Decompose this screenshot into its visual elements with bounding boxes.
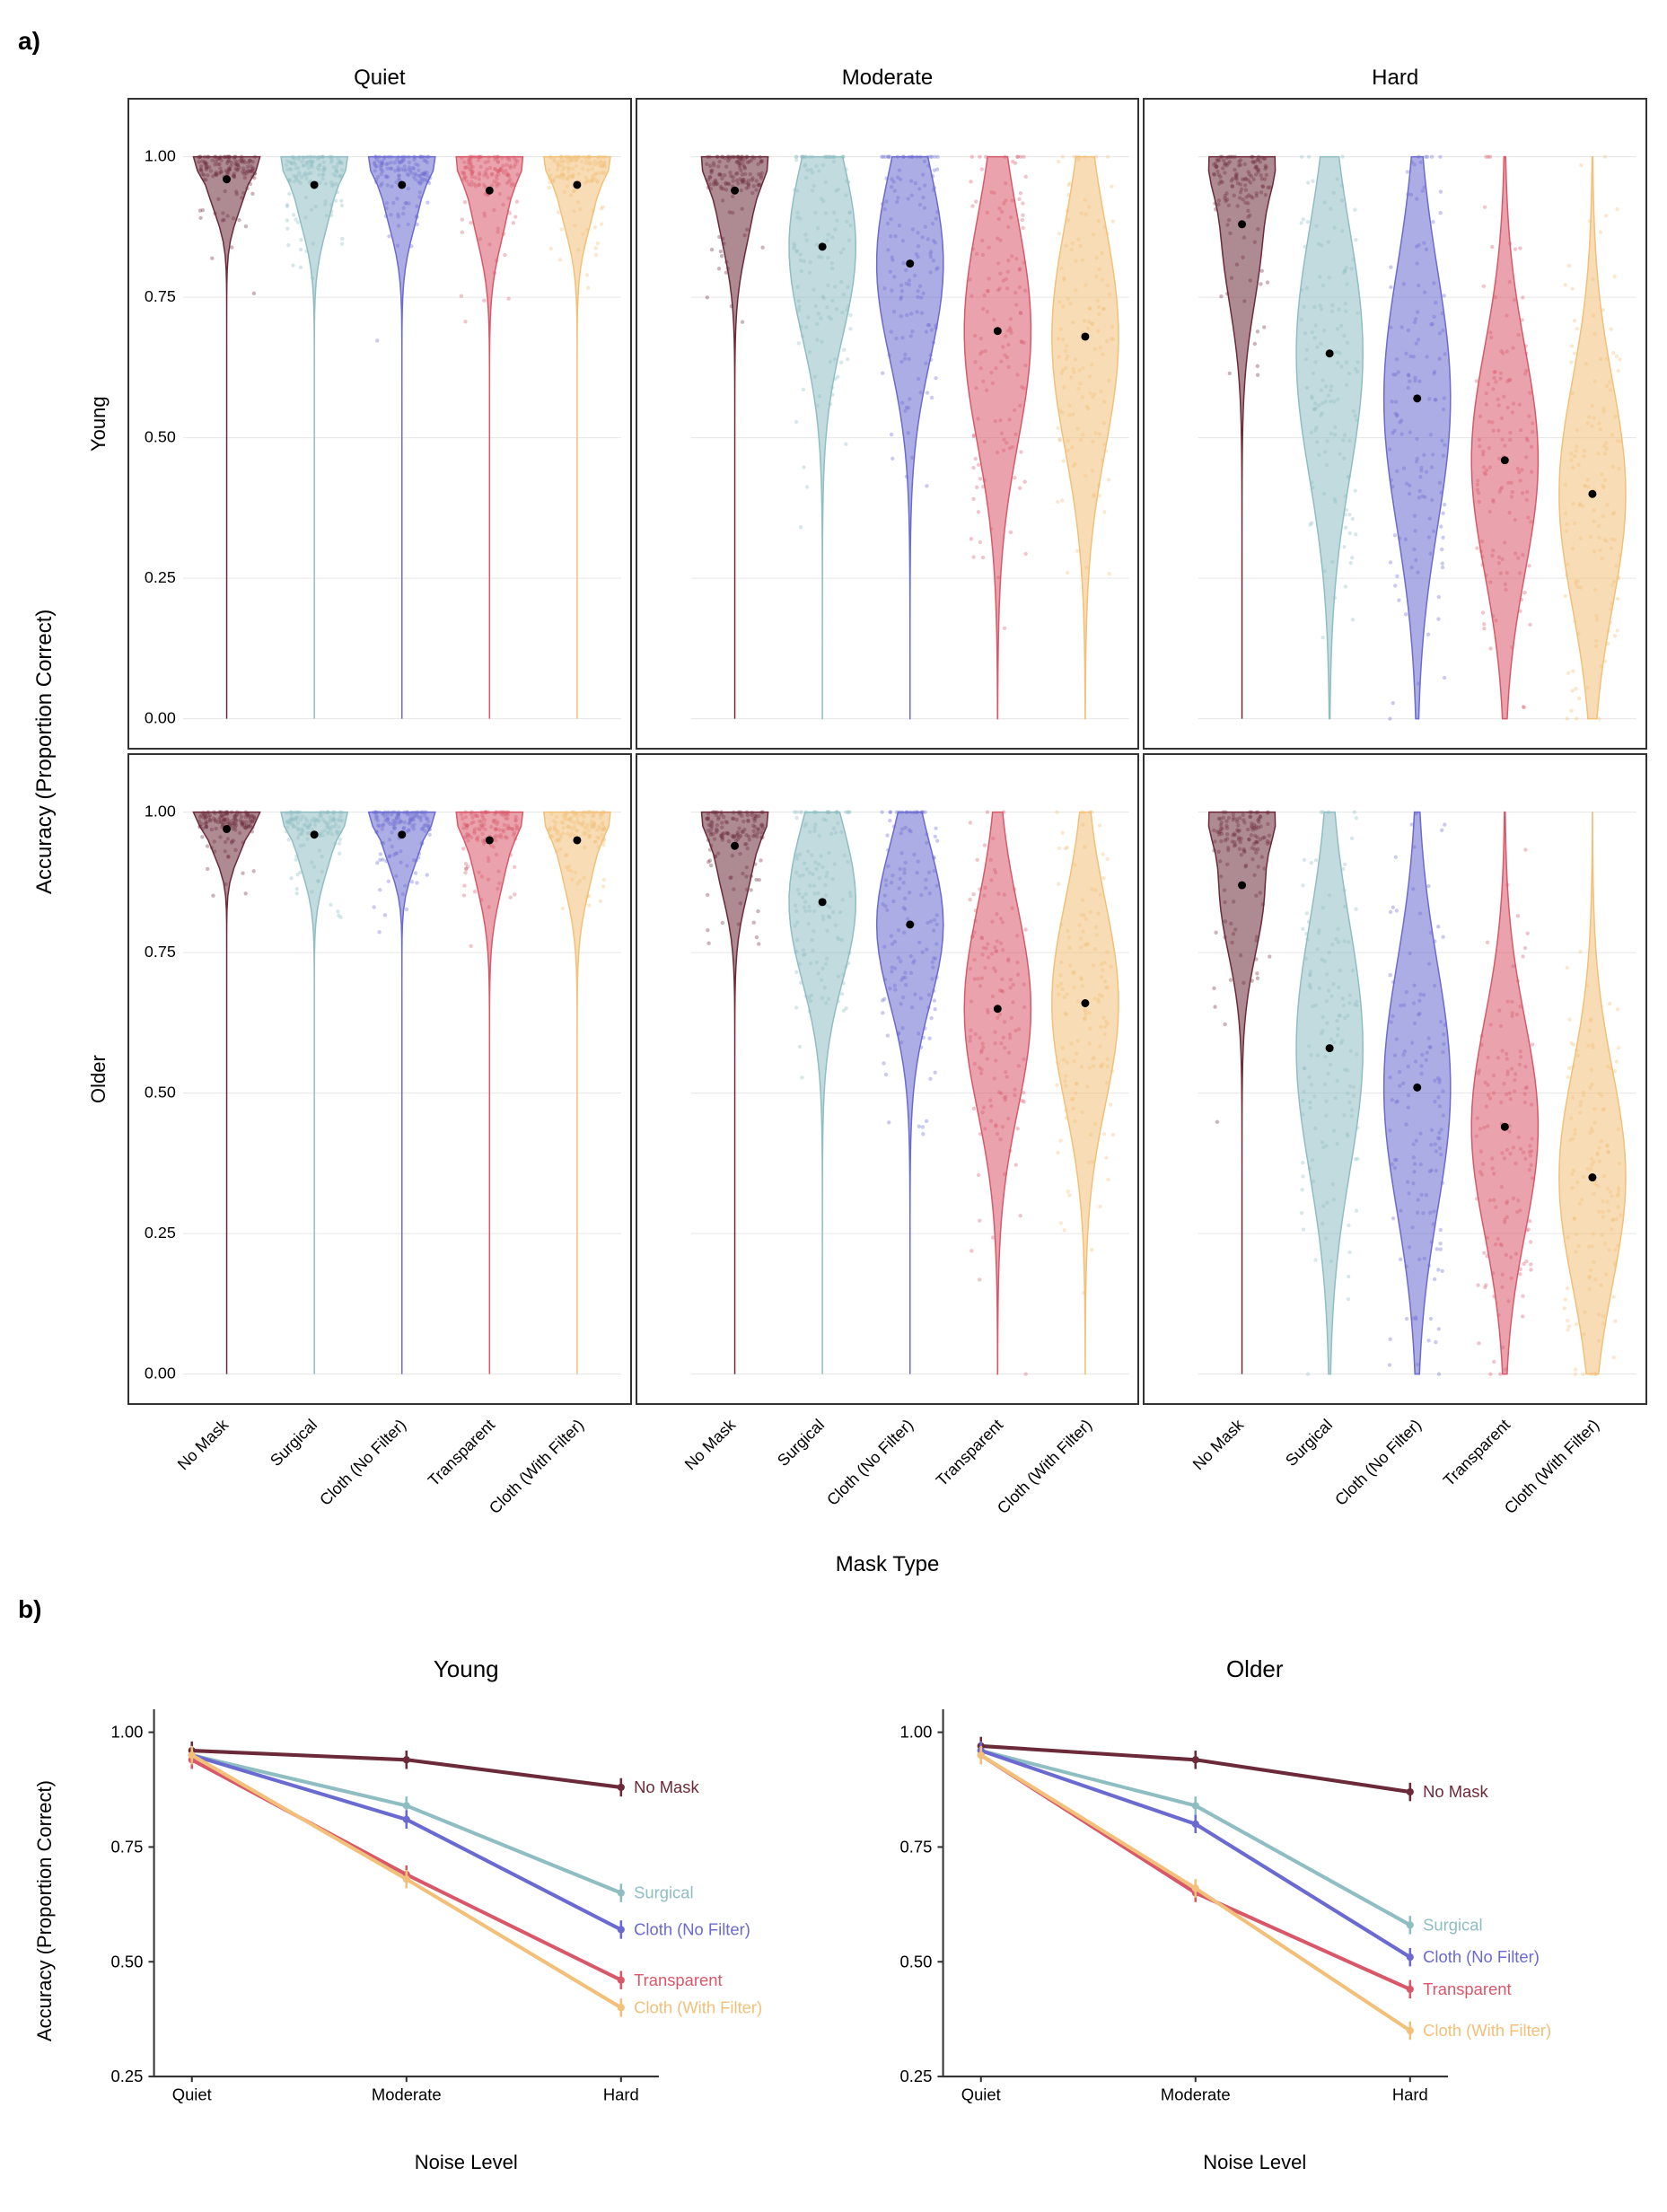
series-line	[980, 1755, 1409, 1989]
series-line	[192, 1755, 621, 1929]
svg-text:Hard: Hard	[1391, 2085, 1427, 2104]
svg-text:0.75: 0.75	[145, 287, 176, 305]
svg-text:1.00: 1.00	[145, 147, 176, 165]
x-tick-label: Transparent	[1440, 1416, 1514, 1490]
svg-text:0.50: 0.50	[145, 1084, 176, 1102]
svg-text:0.25: 0.25	[145, 568, 176, 586]
svg-text:0.75: 0.75	[145, 943, 176, 961]
col-header-young: Young	[72, 1651, 861, 1687]
x-tick-label: No Mask	[1189, 1416, 1248, 1474]
x-tick-label: No Mask	[681, 1416, 740, 1474]
svg-text:0.00: 0.00	[145, 1365, 176, 1382]
line-chart: 0.25 0.50 0.75 1.00 Quiet Moderate Hard No Mask…	[90, 1687, 843, 2136]
svg-text:0.75: 0.75	[899, 1838, 932, 1856]
svg-text:Moderate: Moderate	[1160, 2085, 1230, 2104]
svg-text:1.00: 1.00	[111, 1723, 144, 1742]
row-header-older: Older	[72, 751, 126, 1407]
violin-cell	[1143, 98, 1647, 750]
series-label: Cloth (No Filter)	[634, 1920, 750, 1939]
col-header-quiet: Quiet	[126, 60, 634, 96]
x-tick-label: Cloth (With Filter)	[994, 1416, 1096, 1518]
svg-text:0.00: 0.00	[145, 709, 176, 727]
panel-a: QuietModerateHard Accuracy (Proportion Co…	[18, 60, 1649, 1586]
violin	[1472, 812, 1539, 1374]
svg-text:Quiet: Quiet	[961, 2085, 1000, 2104]
x-tick-label: Cloth (With Filter)	[486, 1416, 588, 1518]
x-tick-label: Surgical	[267, 1416, 321, 1470]
svg-text:0.50: 0.50	[899, 1952, 932, 1971]
figure: a) QuietModerateHardAccuracy (Proportion…	[18, 27, 1649, 2190]
svg-text:1.00: 1.00	[899, 1723, 932, 1742]
series-label: No Mask	[1423, 1782, 1488, 1801]
violin-cell: 0.00 0.25 0.50 0.75 1.00	[127, 753, 632, 1405]
x-axis-label: Noise Level	[72, 2136, 861, 2190]
series-label: Transparent	[1423, 1979, 1511, 1998]
series-label: Surgical	[1423, 1915, 1482, 1934]
x-tick-label: Cloth (No Filter)	[824, 1416, 918, 1510]
series-label: No Mask	[634, 1778, 699, 1796]
series-label: Cloth (With Filter)	[634, 1998, 762, 2017]
violin-cell	[636, 98, 1140, 750]
x-tick-label: Surgical	[774, 1416, 829, 1470]
series-label: Transparent	[634, 1971, 722, 1989]
col-header-moderate: Moderate	[634, 60, 1142, 96]
x-tick-label: Transparent	[425, 1416, 499, 1490]
svg-text:Moderate: Moderate	[372, 2085, 442, 2104]
row-header-young: Young	[72, 96, 126, 751]
y-axis-label: Accuracy (Proportion Correct)	[18, 96, 72, 1407]
violin-cell	[636, 753, 1140, 1405]
svg-text:0.25: 0.25	[145, 1224, 176, 1242]
line-chart: 0.25 0.50 0.75 1.00 Quiet Moderate Hard No Mask…	[879, 1687, 1632, 2136]
violin	[1384, 812, 1451, 1374]
svg-text:0.25: 0.25	[111, 2067, 144, 2085]
svg-text:0.25: 0.25	[899, 2067, 932, 2085]
x-tick-label: Cloth (No Filter)	[1331, 1416, 1426, 1510]
panel-b: YoungOlder Accuracy (Proportion Correct) 0…	[18, 1651, 1649, 2190]
violin-cell	[1143, 753, 1647, 1405]
svg-text:Hard: Hard	[603, 2085, 639, 2104]
series-label: Cloth (No Filter)	[1423, 1947, 1540, 1966]
panel-b-label: b)	[18, 1595, 1649, 1624]
violin	[1559, 812, 1626, 1374]
svg-text:0.75: 0.75	[111, 1838, 144, 1856]
x-tick-label: Surgical	[1282, 1416, 1337, 1470]
x-tick-label: Cloth (With Filter)	[1501, 1416, 1603, 1518]
x-tick-label: Cloth (No Filter)	[316, 1416, 410, 1510]
col-header-hard: Hard	[1141, 60, 1649, 96]
x-tick-label: Transparent	[932, 1416, 1006, 1490]
y-axis-label: Accuracy (Proportion Correct)	[18, 1687, 72, 2136]
svg-text:Quiet: Quiet	[172, 2085, 212, 2104]
series-label: Cloth (With Filter)	[1423, 2021, 1551, 2040]
svg-text:0.50: 0.50	[145, 428, 176, 446]
svg-text:0.50: 0.50	[111, 1952, 144, 1971]
violin-cell: 0.00 0.25 0.50 0.75 1.00	[127, 98, 632, 750]
x-axis-label: Noise Level	[861, 2136, 1650, 2190]
x-tick-label: No Mask	[173, 1416, 232, 1474]
col-header-older: Older	[861, 1651, 1650, 1687]
panel-a-label: a)	[18, 27, 1649, 56]
svg-text:1.00: 1.00	[145, 803, 176, 821]
series-label: Surgical	[634, 1883, 693, 1902]
